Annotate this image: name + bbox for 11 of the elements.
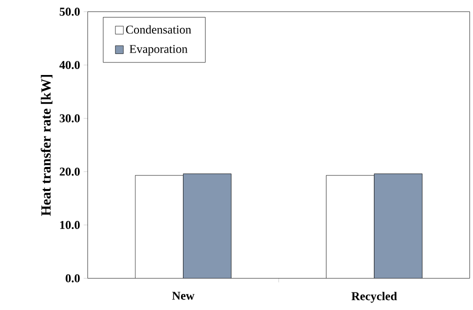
y-tick-label: 0.0 bbox=[66, 274, 80, 282]
x-tick-label: New bbox=[172, 292, 194, 300]
y-tick-label: 40.0 bbox=[59, 60, 80, 70]
legend-label: Evaporation bbox=[130, 45, 188, 56]
y-tick-label: 20.0 bbox=[60, 168, 80, 176]
y-tick-label: 10.0 bbox=[60, 220, 80, 230]
y-tick-label: 30.0 bbox=[60, 114, 80, 122]
x-tick-label: Recycled bbox=[352, 292, 397, 303]
y-axis-title: Heat transfer rate [kW] bbox=[40, 74, 52, 216]
y-tick-label: 50.0 bbox=[60, 8, 80, 16]
legend-label: Condensation bbox=[126, 25, 192, 34]
